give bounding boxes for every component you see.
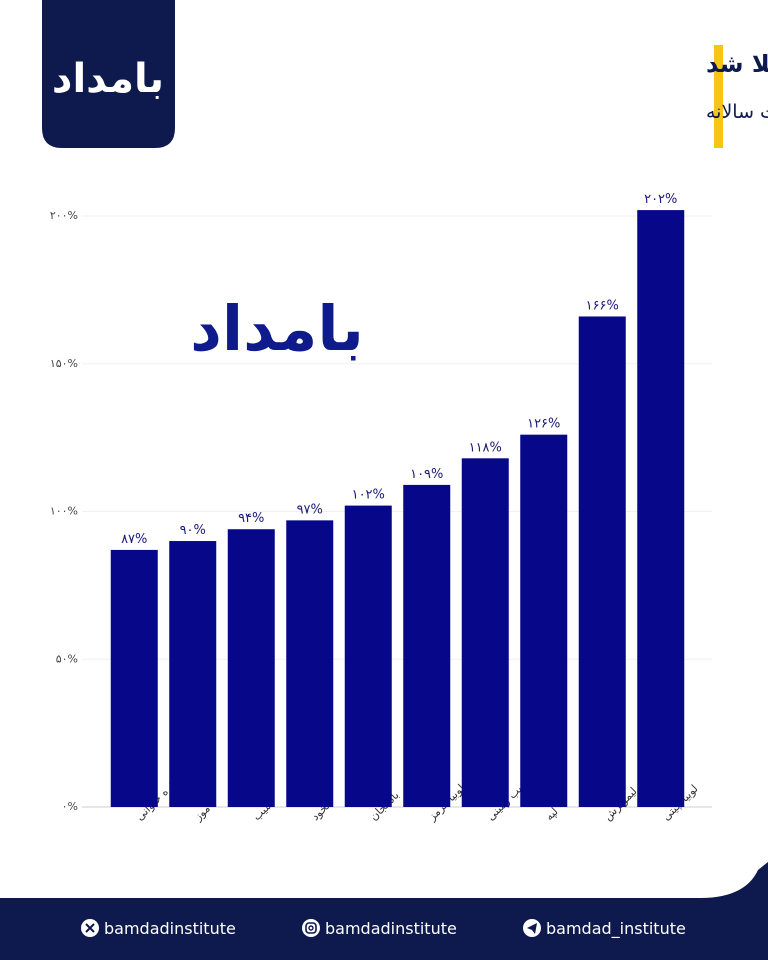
y-tick-label: ۲۰۰% [50,209,78,222]
value-label: ۸۷% [121,532,147,547]
x-tick-label: لپه [543,805,561,823]
bar [344,505,392,807]
bar [578,316,626,807]
logo-box [42,0,175,148]
telegram-icon-glyph [527,923,537,934]
title-accent [714,45,723,148]
social-x[interactable]: bamdadinstitute [81,919,236,938]
value-label: ۹۴% [238,511,264,526]
instagram-icon [302,919,320,937]
bar [227,529,275,807]
value-label: ۱۲۶% [527,417,560,432]
instagram-icon-lens [308,925,314,931]
handle: bamdadinstitute [325,919,457,938]
handle: bamdad_institute [546,919,686,939]
chart-subtitle: ۱۰ قلم خوراکی با بیشترین افزایش قیمت سال… [706,101,768,123]
y-tick-label: ۱۰۰% [50,505,78,518]
value-label: ۲۰۲% [644,192,677,207]
social-telegram[interactable]: bamdad_institute [523,919,686,939]
value-label: ۱۰۹% [410,467,443,482]
bar [110,549,158,807]
value-label: ۹۰% [180,523,206,538]
instagram-icon-glyph [305,922,317,934]
y-tick-label: ۰% [62,800,78,813]
y-tick-label: ۵۰% [56,652,78,665]
value-label: ۹۷% [297,502,323,517]
bar [520,434,568,807]
value-label: ۱۶۶% [586,298,619,313]
social-instagram[interactable]: bamdadinstitute [302,919,457,938]
y-tick-label: ۱۵۰% [50,357,78,370]
logo-text: بامداد [52,56,164,102]
bar [461,458,509,807]
value-label: ۱۰۲% [352,488,385,503]
bar [403,484,451,807]
watermark: بامداد [190,292,364,365]
bar [637,210,685,808]
handle: bamdadinstitute [104,919,236,938]
value-label: ۱۱۸% [469,440,502,455]
footer-band [0,862,768,960]
bar [286,520,334,807]
x-icon-glyph [85,923,95,933]
plot: ۰%۵۰%۱۰۰%۱۵۰%۲۰۰%کره حیوانی۸۷%موز۹۰%سیب۹… [50,192,712,824]
bar [169,541,217,807]
